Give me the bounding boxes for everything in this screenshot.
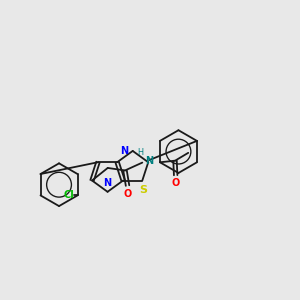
Text: H: H: [137, 148, 143, 157]
Text: O: O: [172, 178, 180, 188]
Text: S: S: [139, 185, 147, 195]
Text: Cl: Cl: [63, 190, 74, 200]
Text: N: N: [120, 146, 128, 156]
Text: N: N: [146, 156, 154, 166]
Text: N: N: [103, 178, 112, 188]
Text: O: O: [123, 189, 132, 199]
